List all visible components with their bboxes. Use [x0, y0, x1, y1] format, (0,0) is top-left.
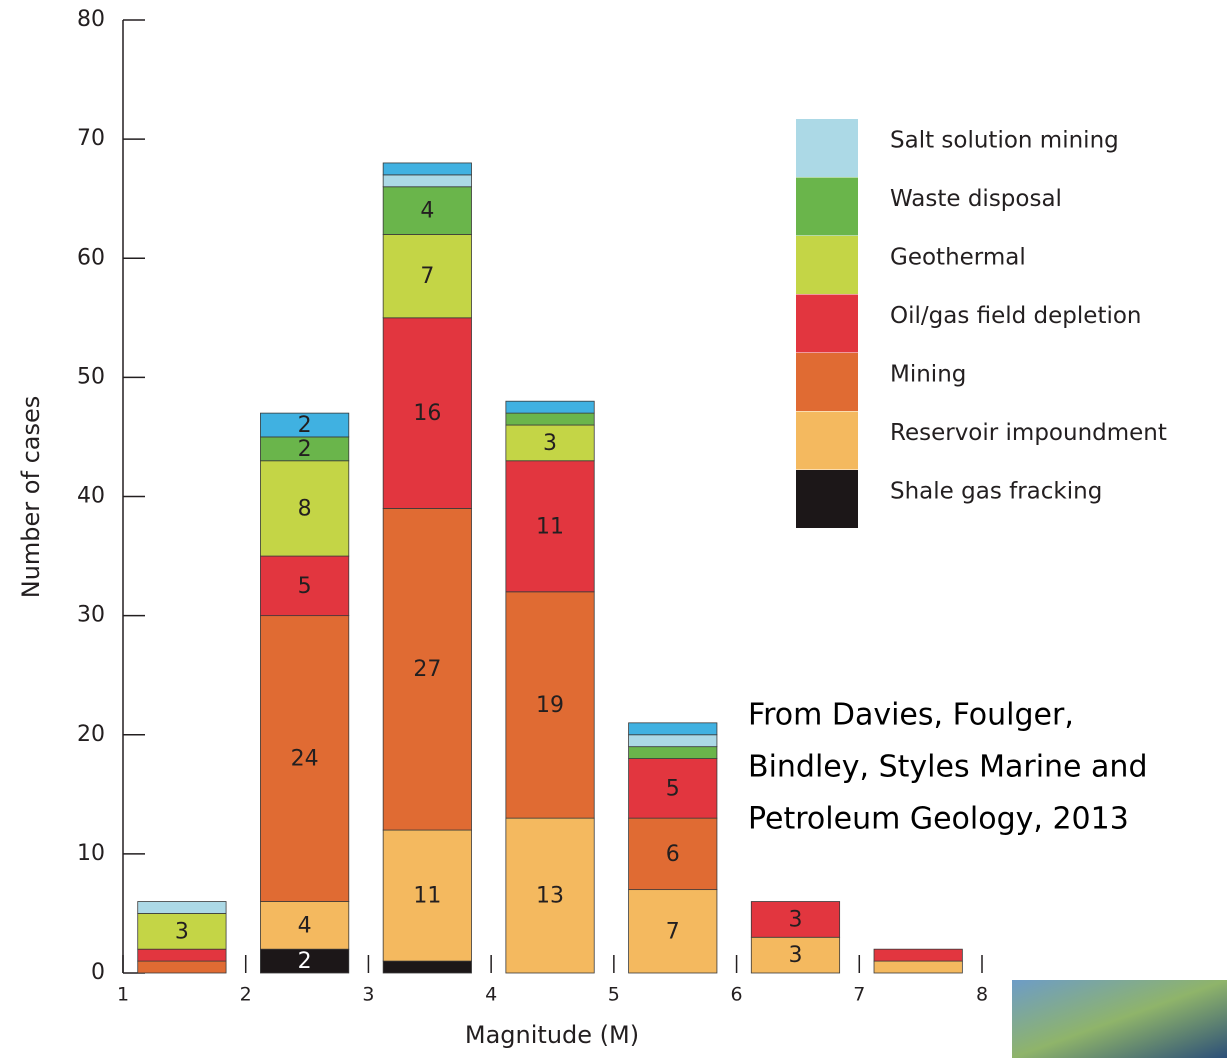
segment-label: 2 — [298, 413, 312, 438]
y-tick-label: 70 — [77, 126, 105, 151]
y-tick-label: 0 — [91, 960, 105, 985]
legend-swatch — [796, 177, 858, 236]
x-tick-label: 1 — [117, 984, 129, 1006]
legend-swatch — [796, 236, 858, 294]
bar-segment — [628, 734, 718, 748]
bar-segment — [505, 424, 595, 462]
legend-swatch — [796, 119, 858, 177]
bar-segment — [382, 186, 472, 235]
bar-segment — [260, 901, 350, 950]
bar-segment — [382, 174, 472, 188]
bar-segment — [628, 817, 718, 891]
legend-label: Mining — [890, 362, 966, 388]
segment-label: 3 — [788, 943, 802, 968]
legend-label: Geothermal — [890, 245, 1026, 271]
annotation-line: From Davies, Foulger, — [748, 698, 1074, 733]
legend-label: Waste disposal — [890, 186, 1062, 212]
segment-label: 2 — [298, 949, 312, 974]
bar-segment — [137, 948, 227, 962]
bar-segment — [628, 722, 718, 736]
bar-segment — [382, 317, 472, 509]
segment-label: 8 — [298, 496, 312, 521]
bar-segment — [382, 234, 472, 319]
annotation-line: Bindley, Styles Marine and — [748, 750, 1148, 785]
x-tick-label: 4 — [485, 984, 497, 1006]
legend-swatch — [796, 411, 858, 470]
bar-segment — [382, 960, 472, 974]
legend-label: Salt solution mining — [890, 128, 1119, 154]
segment-label: 5 — [666, 776, 680, 801]
y-tick-label: 80 — [77, 7, 105, 32]
legend-swatch — [796, 294, 858, 353]
segment-label: 16 — [413, 401, 441, 426]
segment-label: 3 — [543, 431, 557, 456]
logo-image — [1012, 980, 1227, 1058]
segment-label: 7 — [420, 264, 434, 289]
bar-segment — [628, 889, 718, 974]
x-tick-label: 2 — [240, 984, 252, 1006]
bar-segment — [628, 758, 718, 819]
bar-segment — [137, 960, 227, 974]
y-tick-label: 30 — [77, 603, 105, 628]
bar-segment — [260, 412, 350, 438]
segment-label: 4 — [298, 913, 312, 938]
bar-segment — [505, 412, 595, 426]
segment-label: 4 — [420, 199, 434, 224]
segment-label: 7 — [666, 919, 680, 944]
x-tick-label: 7 — [853, 984, 865, 1006]
legend-label: Reservoir impoundment — [890, 420, 1167, 446]
bar-segment — [505, 400, 595, 414]
segment-label: 6 — [666, 842, 680, 867]
x-tick-label: 8 — [976, 984, 988, 1006]
bar-segment — [382, 829, 472, 962]
y-tick-label: 50 — [77, 364, 105, 389]
bar-segment — [873, 960, 963, 974]
segment-label: 13 — [536, 884, 564, 909]
bar-segment — [750, 901, 841, 938]
bar-segment — [505, 591, 595, 819]
annotation-line: Petroleum Geology, 2013 — [748, 802, 1129, 837]
y-tick-label: 20 — [77, 722, 105, 747]
segment-label: 3 — [788, 907, 802, 932]
y-axis-title: Number of cases — [17, 396, 45, 598]
segment-label: 11 — [413, 884, 441, 909]
x-tick-label: 3 — [362, 984, 374, 1006]
segment-label: 5 — [298, 574, 312, 599]
y-tick-label: 60 — [77, 245, 105, 270]
segment-label: 27 — [413, 657, 441, 682]
bar-segment — [505, 817, 595, 974]
legend-label: Shale gas fracking — [890, 479, 1102, 505]
x-tick-label: 5 — [608, 984, 620, 1006]
bar-segment — [260, 460, 350, 557]
y-tick-label: 10 — [77, 841, 105, 866]
segment-label: 24 — [291, 747, 319, 772]
y-tick-label: 40 — [77, 484, 105, 509]
bar-segment — [382, 508, 472, 831]
segment-label: 2 — [298, 437, 312, 462]
bar-segment — [260, 615, 350, 902]
bar-segment — [382, 162, 472, 176]
segment-label: 11 — [536, 514, 564, 539]
legend-label: Oil/gas field depletion — [890, 303, 1142, 329]
segment-label: 3 — [175, 919, 189, 944]
bar-segment — [628, 746, 718, 759]
segment-label: 19 — [536, 693, 564, 718]
legend-swatch — [796, 470, 858, 528]
bar-segment — [873, 948, 963, 962]
legend-swatch — [796, 353, 858, 411]
bar-segment — [505, 460, 595, 593]
x-tick-label: 6 — [731, 984, 743, 1006]
x-axis-title: Magnitude (M) — [465, 1021, 639, 1049]
annotation: From Davies, Foulger, Bindley, Styles Mar… — [748, 698, 1148, 837]
bar-segment — [137, 901, 227, 914]
